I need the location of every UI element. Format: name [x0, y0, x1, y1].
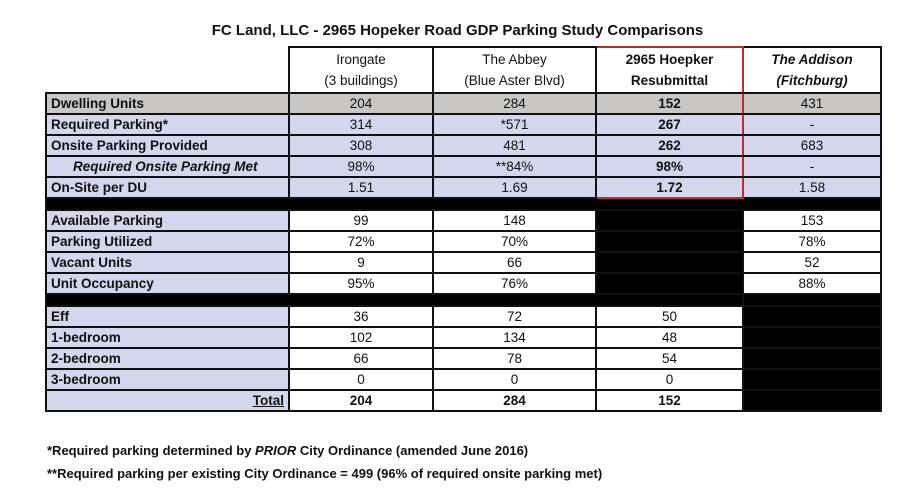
value-cell: 54 — [595, 347, 744, 370]
value-cell — [595, 230, 744, 253]
value-cell: 431 — [742, 92, 882, 115]
footnote-2: **Required parking per existing City Ord… — [47, 466, 603, 481]
row-label: 3-bedroom — [45, 368, 290, 391]
value-cell — [595, 272, 744, 295]
value-cell: - — [742, 113, 882, 136]
header-row: Irongate (3 buildings) The Abbey (Blue Ast… — [46, 46, 882, 94]
row-label: Dwelling Units — [45, 92, 290, 115]
value-cell: 102 — [288, 326, 434, 349]
row-label: 1-bedroom — [45, 326, 290, 349]
value-cell: 76% — [432, 272, 597, 295]
value-cell: 152 — [595, 389, 744, 412]
value-cell: 36 — [288, 305, 434, 328]
value-cell: 78 — [432, 347, 597, 370]
corner-cell — [46, 47, 289, 94]
value-cell: 148 — [432, 209, 597, 232]
row-label: Unit Occupancy — [45, 272, 290, 295]
value-cell: 98% — [288, 155, 434, 178]
value-cell: 1.51 — [288, 176, 434, 199]
table-row: 1-bedroom 102 134 48 — [45, 326, 882, 349]
column-header-addison: The Addison (Fitchburg) — [742, 46, 882, 94]
value-cell: 98% — [595, 155, 744, 178]
value-cell — [595, 209, 744, 232]
value-cell: 267 — [595, 113, 744, 136]
table-row: Available Parking 99 148 153 — [45, 209, 882, 232]
value-cell — [742, 305, 882, 328]
section-separator — [45, 197, 882, 211]
value-cell: 683 — [742, 134, 882, 157]
table-row: Dwelling Units 204 284 152 431 — [45, 92, 882, 115]
value-cell: 52 — [742, 251, 882, 274]
table-row: Parking Utilized 72% 70% 78% — [45, 230, 882, 253]
table-row: Required Onsite Parking Met 98% **84% 98% - — [45, 155, 882, 178]
table-row: Unit Occupancy 95% 76% 88% — [45, 272, 882, 295]
value-cell: 99 — [288, 209, 434, 232]
column-header-irongate: Irongate (3 buildings) — [288, 46, 434, 94]
value-cell: 1.69 — [432, 176, 597, 199]
table-row: 3-bedroom 0 0 0 — [45, 368, 882, 391]
value-cell — [742, 326, 882, 349]
value-cell: *571 — [432, 113, 597, 136]
value-cell: 48 — [595, 326, 744, 349]
footnote-1: *Required parking determined by PRIOR Ci… — [47, 443, 529, 458]
value-cell: 284 — [432, 92, 597, 115]
row-label: Eff — [45, 305, 290, 328]
row-label: Required Onsite Parking Met — [45, 155, 290, 178]
comparison-table: Irongate (3 buildings) The Abbey (Blue Ast… — [45, 46, 882, 412]
value-cell: 152 — [595, 92, 744, 115]
column-header-hoepker: 2965 Hoepker Resubmittal — [595, 46, 744, 94]
value-cell: 70% — [432, 230, 597, 253]
row-label: On-Site per DU — [45, 176, 290, 199]
column-header-abbey: The Abbey (Blue Aster Blvd) — [432, 46, 597, 94]
value-cell — [742, 347, 882, 370]
table-row: On-Site per DU 1.51 1.69 1.72 1.58 — [45, 176, 882, 199]
value-cell: 204 — [288, 92, 434, 115]
row-label: Total — [45, 389, 290, 412]
table-row: Onsite Parking Provided 308 481 262 683 — [45, 134, 882, 157]
value-cell: 72 — [432, 305, 597, 328]
table-row: Vacant Units 9 66 52 — [45, 251, 882, 274]
row-label: Parking Utilized — [45, 230, 290, 253]
value-cell: 153 — [742, 209, 882, 232]
value-cell: 284 — [432, 389, 597, 412]
value-cell: 204 — [288, 389, 434, 412]
table-row: Total 204 284 152 — [45, 389, 882, 412]
value-cell: 95% — [288, 272, 434, 295]
row-label: Onsite Parking Provided — [45, 134, 290, 157]
table-row: Required Parking* 314 *571 267- — [45, 113, 882, 136]
value-cell: 0 — [288, 368, 434, 391]
value-cell — [742, 368, 882, 391]
section-separator — [45, 293, 882, 307]
value-cell: 88% — [742, 272, 882, 295]
value-cell: 262 — [595, 134, 744, 157]
value-cell: 78% — [742, 230, 882, 253]
value-cell: 308 — [288, 134, 434, 157]
value-cell: 1.72 — [595, 176, 744, 199]
value-cell: 314 — [288, 113, 434, 136]
row-label: Available Parking — [45, 209, 290, 232]
row-label: 2-bedroom — [45, 347, 290, 370]
value-cell: 481 — [432, 134, 597, 157]
page-title: FC Land, LLC - 2965 Hopeker Road GDP Par… — [211, 22, 704, 39]
value-cell — [595, 251, 744, 274]
value-cell — [742, 389, 882, 412]
value-cell: 66 — [288, 347, 434, 370]
value-cell: 134 — [432, 326, 597, 349]
table-row: 2-bedroom 66 78 54 — [45, 347, 882, 370]
value-cell: 50 — [595, 305, 744, 328]
value-cell: 9 — [288, 251, 434, 274]
value-cell: 0 — [595, 368, 744, 391]
value-cell: 66 — [432, 251, 597, 274]
value-cell: - — [742, 155, 882, 178]
value-cell: 1.58 — [742, 176, 882, 199]
row-label: Required Parking* — [45, 113, 290, 136]
row-label: Vacant Units — [45, 251, 290, 274]
value-cell: 0 — [432, 368, 597, 391]
value-cell: **84% — [432, 155, 597, 178]
value-cell: 72% — [288, 230, 434, 253]
table-row: Eff 36 72 50 — [45, 305, 882, 328]
